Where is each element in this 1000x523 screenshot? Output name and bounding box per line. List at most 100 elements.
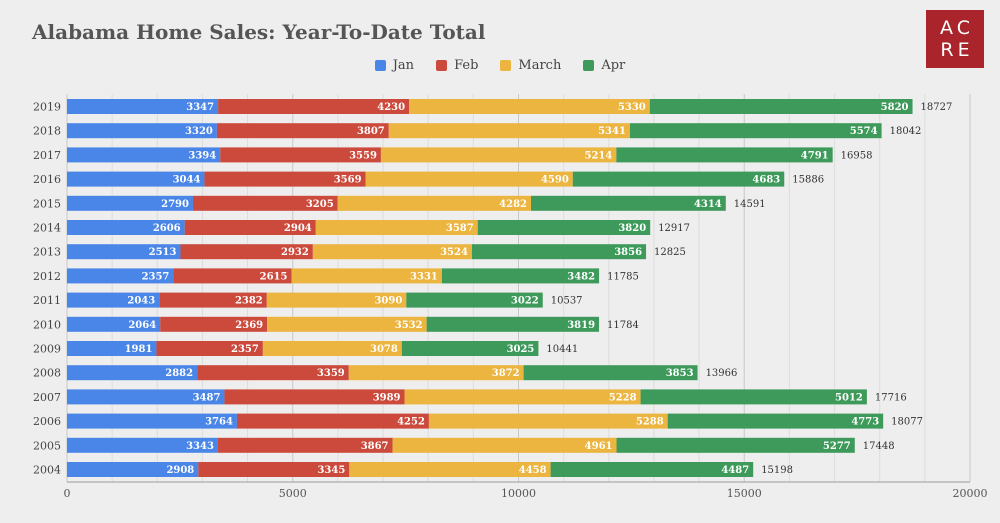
bar-segment-jan xyxy=(67,292,160,308)
bar-segment-jan xyxy=(67,123,217,139)
bar-value-label: 4314 xyxy=(694,199,722,210)
bar-segment-march xyxy=(348,365,524,381)
year-label: 2010 xyxy=(33,318,61,331)
bar-total-label: 10537 xyxy=(551,296,583,307)
bar-total-label: 12825 xyxy=(654,247,686,258)
bar-segment-feb xyxy=(220,147,381,163)
bar-segment-feb xyxy=(180,244,313,260)
bar-segment-jan xyxy=(67,195,193,211)
legend-swatch xyxy=(374,60,386,71)
bar-segment-jan xyxy=(67,244,181,260)
bar-segment-jan xyxy=(67,389,225,405)
bar-total-label: 12917 xyxy=(658,223,690,234)
bar-value-label: 5012 xyxy=(835,392,863,403)
bar-value-label: 2357 xyxy=(142,271,170,282)
year-label: 2004 xyxy=(33,464,61,477)
year-label: 2012 xyxy=(33,270,61,283)
bar-segment-apr xyxy=(640,389,867,405)
bar-segment-march xyxy=(409,99,650,114)
bar-value-label: 2908 xyxy=(166,465,194,476)
bar-segment-apr xyxy=(406,292,543,308)
bar-value-label: 2615 xyxy=(260,271,288,282)
bar-segment-march xyxy=(266,292,407,308)
bar-total-label: 16958 xyxy=(841,150,873,161)
bar-segment-feb xyxy=(184,220,316,235)
bar-value-label: 3569 xyxy=(334,175,362,186)
bar-segment-feb xyxy=(156,341,263,356)
bar-total-label: 17448 xyxy=(863,441,895,452)
bar-segment-march xyxy=(291,268,442,284)
logo-line-2: RE xyxy=(940,39,974,61)
bar-value-label: 5228 xyxy=(609,392,637,403)
bar-segment-apr xyxy=(667,413,884,429)
bar-value-label: 5214 xyxy=(584,150,612,161)
bar-value-label: 3524 xyxy=(440,247,468,258)
bar-segment-apr xyxy=(441,268,600,284)
legend-swatch xyxy=(500,60,512,71)
bar-total-label: 18042 xyxy=(890,126,922,137)
bar-total-label: 11784 xyxy=(607,320,639,331)
bar-value-label: 3345 xyxy=(317,465,345,476)
bar-value-label: 4282 xyxy=(499,199,527,210)
bar-value-label: 3090 xyxy=(374,296,402,307)
year-label: 2005 xyxy=(33,439,61,452)
x-tick-label: 20000 xyxy=(953,487,988,500)
bar-value-label: 3347 xyxy=(186,102,214,113)
bar-segment-apr xyxy=(572,171,785,187)
bar-segment-apr xyxy=(477,220,651,235)
bar-value-label: 3532 xyxy=(395,320,423,331)
year-label: 2007 xyxy=(33,391,61,404)
legend-label: Apr xyxy=(601,58,626,73)
bar-segment-march xyxy=(267,316,427,332)
logo-line-1: AC xyxy=(940,17,974,39)
bar-value-label: 3872 xyxy=(492,368,520,379)
year-label: 2014 xyxy=(33,222,61,235)
bar-segment-feb xyxy=(224,389,405,405)
bar-value-label: 4773 xyxy=(851,417,879,428)
year-label: 2015 xyxy=(33,197,61,210)
bar-value-label: 3078 xyxy=(370,344,398,355)
bar-value-label: 3359 xyxy=(317,368,345,379)
year-label: 2017 xyxy=(33,149,61,162)
bar-segment-jan xyxy=(67,437,218,453)
bar-value-label: 3989 xyxy=(373,392,401,403)
bar-value-label: 1981 xyxy=(125,344,153,355)
bar-value-label: 3764 xyxy=(205,417,233,428)
bar-total-label: 11785 xyxy=(607,271,639,282)
bar-segment-jan xyxy=(67,316,161,332)
bar-segment-apr xyxy=(471,244,647,260)
bar-segment-feb xyxy=(216,123,389,139)
bar-value-label: 3867 xyxy=(361,441,389,452)
bar-segment-feb xyxy=(197,365,349,381)
bar-value-label: 3487 xyxy=(193,392,221,403)
bar-total-label: 15886 xyxy=(792,175,824,186)
bar-segment-feb xyxy=(218,99,410,114)
bar-segment-march xyxy=(312,244,472,260)
bar-value-label: 3856 xyxy=(614,247,642,258)
bar-value-label: 2369 xyxy=(235,320,263,331)
bar-total-label: 15198 xyxy=(761,465,793,476)
bar-segment-jan xyxy=(67,147,221,163)
bar-value-label: 3343 xyxy=(186,441,214,452)
bar-value-label: 3331 xyxy=(410,271,438,282)
x-tick-label: 15000 xyxy=(727,487,762,500)
bar-segment-apr xyxy=(426,316,600,332)
bar-segment-march xyxy=(315,220,478,235)
bar-value-label: 3559 xyxy=(349,150,377,161)
bar-segment-jan xyxy=(67,99,219,114)
bar-total-label: 18727 xyxy=(921,102,953,113)
bar-segment-march xyxy=(365,171,573,187)
bar-value-label: 2043 xyxy=(127,296,155,307)
bar-segment-march xyxy=(380,147,617,163)
bar-value-label: 4230 xyxy=(377,102,405,113)
bar-segment-feb xyxy=(173,268,292,284)
bar-total-label: 17716 xyxy=(875,392,907,403)
bar-segment-feb xyxy=(198,462,350,477)
legend-label: Feb xyxy=(454,58,479,73)
bar-value-label: 2513 xyxy=(149,247,177,258)
bar-value-label: 2882 xyxy=(165,368,193,379)
bar-value-label: 5820 xyxy=(881,102,909,113)
year-label: 2019 xyxy=(33,101,61,114)
legend-swatch xyxy=(436,60,448,71)
bar-value-label: 3205 xyxy=(306,199,334,210)
